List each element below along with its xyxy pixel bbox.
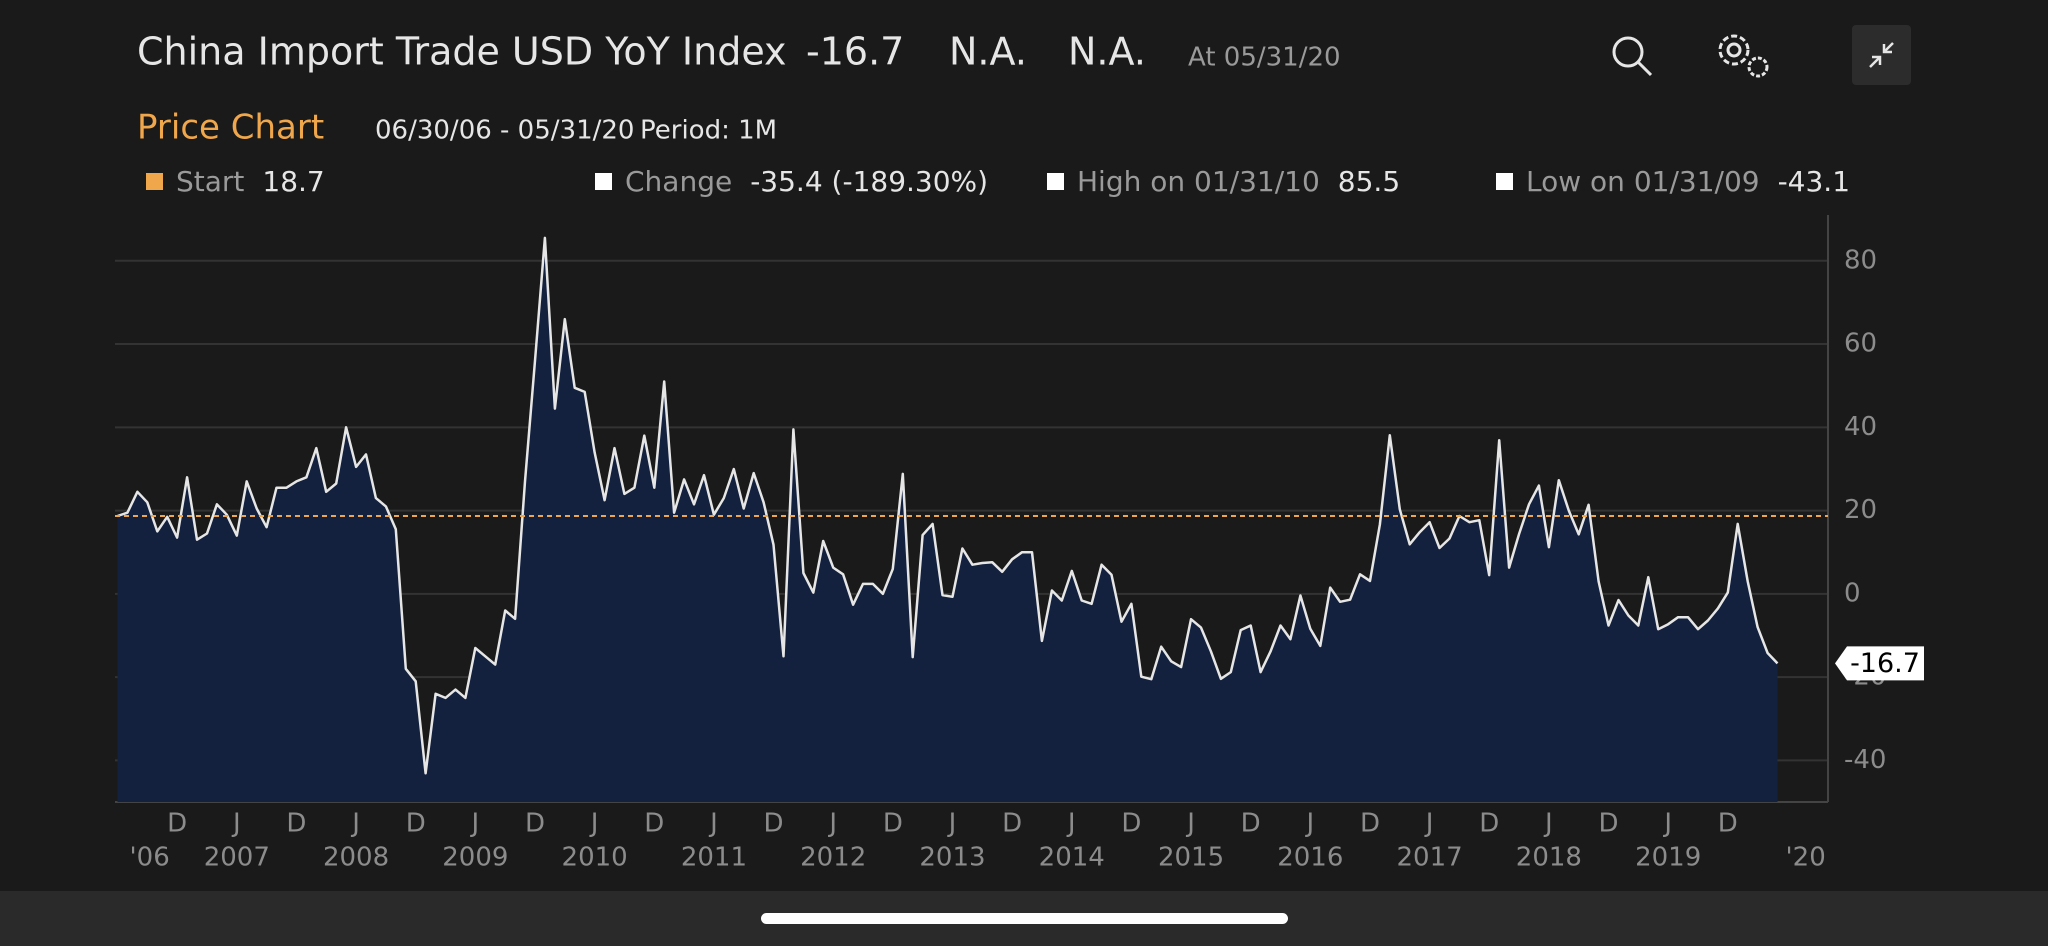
x-year-label: '06 <box>130 843 170 873</box>
date-range: 06/30/06 - 05/31/20 <box>375 116 634 146</box>
chart: -40-20020406080DJDJDJDJDJDJDJDJDJDJDJDJD… <box>115 215 1924 873</box>
x-tick-label: J <box>708 809 718 839</box>
x-year-label: 2014 <box>1039 843 1105 873</box>
x-tick-label: D <box>286 809 306 839</box>
x-tick-label: J <box>231 809 241 839</box>
x-tick-label: J <box>1543 809 1553 839</box>
x-tick-label: J <box>1066 809 1076 839</box>
last-price: -16.7 <box>806 30 904 74</box>
collapse-button[interactable] <box>1852 25 1911 85</box>
x-tick-label: D <box>1360 809 1380 839</box>
x-tick-label: D <box>1241 809 1261 839</box>
legend-label: High on 01/31/10 <box>1077 165 1320 198</box>
x-tick-label: D <box>406 809 426 839</box>
x-tick-label: D <box>1479 809 1499 839</box>
x-year-label: 2017 <box>1397 843 1463 873</box>
legend-swatch <box>1496 173 1513 190</box>
ask: N.A. <box>1068 30 1146 74</box>
area <box>117 237 1778 802</box>
x-tick-label: J <box>947 809 957 839</box>
x-tick-label: D <box>1599 809 1619 839</box>
x-tick-label: D <box>167 809 187 839</box>
x-tick-label: D <box>525 809 545 839</box>
x-year-label: 2009 <box>442 843 508 873</box>
y-tick-label: -40 <box>1844 745 1886 775</box>
legend: Start 18.7 Change -35.4 (-189.30%) High on 0… <box>146 165 1850 198</box>
x-year-label: 2008 <box>323 843 389 873</box>
legend-value: 85.5 <box>1338 165 1400 198</box>
x-year-label: 2007 <box>204 843 270 873</box>
x-tick-label: J <box>470 809 480 839</box>
legend-label: Low on 01/31/09 <box>1526 165 1760 198</box>
home-indicator <box>761 913 1288 924</box>
legend-swatch <box>146 173 163 190</box>
search-button[interactable] <box>1612 36 1653 77</box>
x-tick-label: J <box>827 809 837 839</box>
x-year-label: 2012 <box>800 843 866 873</box>
last-value-label: -16.7 <box>1850 648 1920 679</box>
x-tick-label: D <box>883 809 903 839</box>
legend-value: 18.7 <box>262 165 324 198</box>
settings-button[interactable] <box>1718 34 1769 78</box>
legend-value: -43.1 <box>1778 165 1850 198</box>
x-tick-label: J <box>1304 809 1314 839</box>
legend-swatch <box>1047 173 1064 190</box>
x-year-label: '20 <box>1786 843 1826 873</box>
x-year-label: 2019 <box>1635 843 1701 873</box>
y-tick-label: 20 <box>1844 495 1877 525</box>
line <box>117 236 1779 775</box>
legend-label: Start <box>176 165 244 198</box>
x-tick-label: J <box>1424 809 1434 839</box>
legend-value: -35.4 (-189.30%) <box>750 165 988 198</box>
x-year-label: 2011 <box>681 843 747 873</box>
x-tick-label: J <box>1185 809 1195 839</box>
x-tick-label: D <box>1002 809 1022 839</box>
x-tick-label: D <box>1718 809 1738 839</box>
x-year-label: 2018 <box>1516 843 1582 873</box>
as-of-date: At 05/31/20 <box>1188 43 1341 73</box>
legend-swatch <box>595 173 612 190</box>
last-value-flag <box>1835 646 1924 681</box>
x-tick-label: D <box>764 809 784 839</box>
x-year-label: 2013 <box>919 843 985 873</box>
y-tick-label: 0 <box>1844 578 1861 608</box>
legend-label: Change <box>625 165 732 198</box>
y-tick-label: 60 <box>1844 329 1877 359</box>
x-tick-label: D <box>1121 809 1141 839</box>
x-tick-label: J <box>350 809 360 839</box>
y-tick-label: 80 <box>1844 245 1877 275</box>
bid: N.A. <box>949 30 1027 74</box>
x-tick-label: J <box>1662 809 1672 839</box>
x-year-label: 2010 <box>562 843 628 873</box>
x-tick-label: J <box>589 809 599 839</box>
x-year-label: 2016 <box>1277 843 1343 873</box>
section-title: Price Chart <box>137 108 324 148</box>
x-tick-label: D <box>644 809 664 839</box>
period: Period: 1M <box>640 116 777 146</box>
y-tick-label: 40 <box>1844 412 1877 442</box>
x-year-label: 2015 <box>1158 843 1224 873</box>
security-title: China Import Trade USD YoY Index <box>137 30 787 74</box>
